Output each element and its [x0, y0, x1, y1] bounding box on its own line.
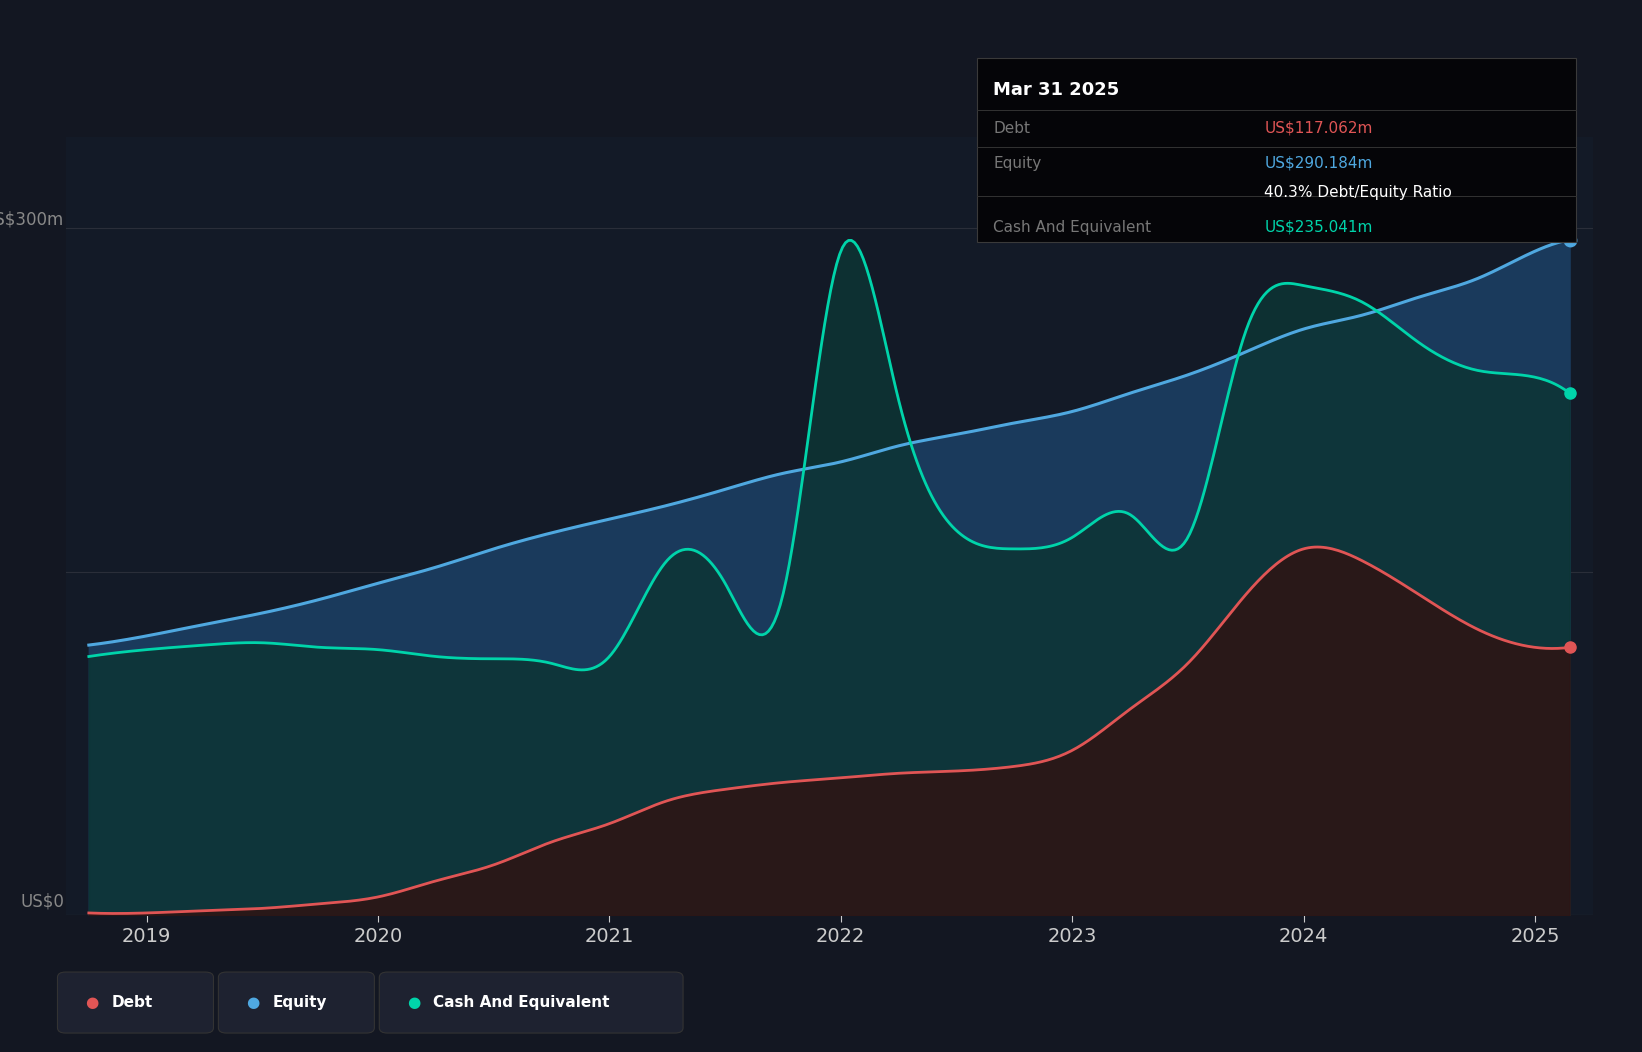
- Text: Debt: Debt: [993, 121, 1031, 136]
- Text: US$290.184m: US$290.184m: [1264, 156, 1373, 170]
- Text: US$0: US$0: [20, 893, 64, 911]
- Text: Mar 31 2025: Mar 31 2025: [993, 81, 1120, 99]
- Text: ●: ●: [85, 995, 99, 1010]
- Text: ●: ●: [246, 995, 259, 1010]
- Text: US$235.041m: US$235.041m: [1264, 220, 1373, 235]
- Text: Debt: Debt: [112, 995, 153, 1010]
- Text: Equity: Equity: [273, 995, 327, 1010]
- Text: Cash And Equivalent: Cash And Equivalent: [993, 220, 1151, 235]
- Text: Cash And Equivalent: Cash And Equivalent: [433, 995, 609, 1010]
- Text: US$117.062m: US$117.062m: [1264, 121, 1373, 136]
- Text: Equity: Equity: [993, 156, 1041, 170]
- Text: 40.3% Debt/Equity Ratio: 40.3% Debt/Equity Ratio: [1264, 185, 1452, 200]
- Text: US$300m: US$300m: [0, 210, 64, 228]
- Text: ●: ●: [407, 995, 420, 1010]
